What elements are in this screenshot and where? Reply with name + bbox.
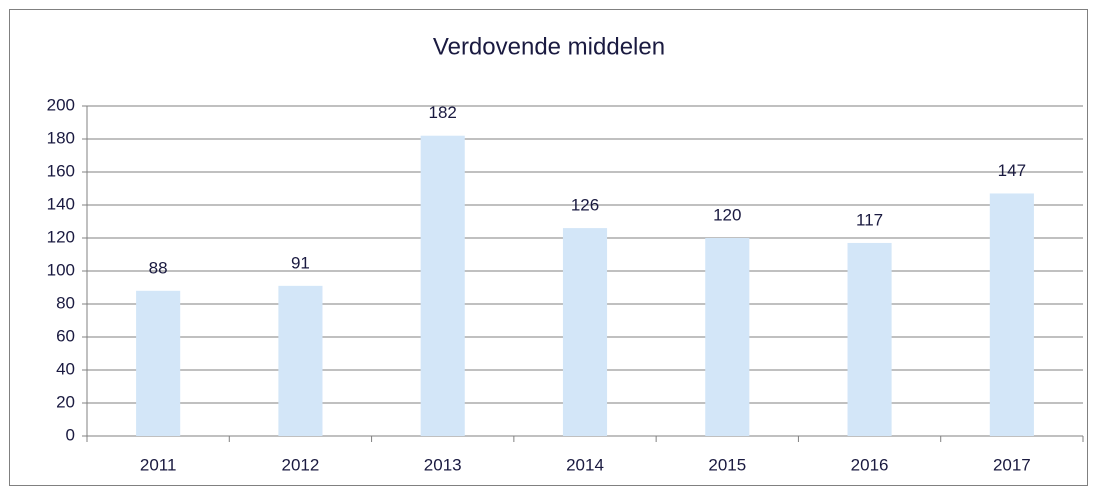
y-tick-label: 160	[47, 161, 75, 180]
y-tick-label: 120	[47, 227, 75, 246]
bar	[278, 285, 323, 436]
data-label: 91	[291, 253, 310, 272]
chart-border	[9, 9, 1088, 486]
x-tick-label: 2013	[424, 455, 462, 474]
y-tick-label: 80	[56, 293, 75, 312]
x-tick-label: 2011	[140, 455, 177, 474]
bar	[989, 193, 1034, 436]
x-tick-label: 2017	[993, 455, 1031, 474]
y-tick-label: 20	[56, 392, 75, 411]
y-tick-label: 200	[47, 95, 75, 114]
bar	[562, 228, 608, 436]
data-label: 88	[149, 258, 168, 277]
data-label: 147	[998, 161, 1026, 180]
y-tick-label: 180	[47, 128, 75, 147]
bar	[705, 238, 750, 436]
data-label: 117	[856, 210, 883, 229]
x-tick-label: 2016	[851, 455, 889, 474]
bar	[420, 135, 465, 436]
x-tick-label: 2014	[566, 455, 604, 474]
x-tick-label: 2015	[708, 455, 746, 474]
y-tick-label: 60	[56, 326, 75, 345]
data-label: 126	[571, 196, 599, 215]
chart-title: Verdovende middelen	[433, 33, 665, 60]
bar	[847, 242, 892, 436]
y-tick-label: 140	[47, 194, 75, 213]
data-label: 182	[429, 103, 457, 122]
y-tick-label: 40	[56, 359, 75, 378]
x-tick-label: 2012	[282, 455, 320, 474]
bar	[136, 290, 181, 436]
y-tick-label: 0	[66, 425, 75, 444]
data-label: 120	[713, 205, 741, 224]
y-tick-label: 100	[47, 260, 75, 279]
